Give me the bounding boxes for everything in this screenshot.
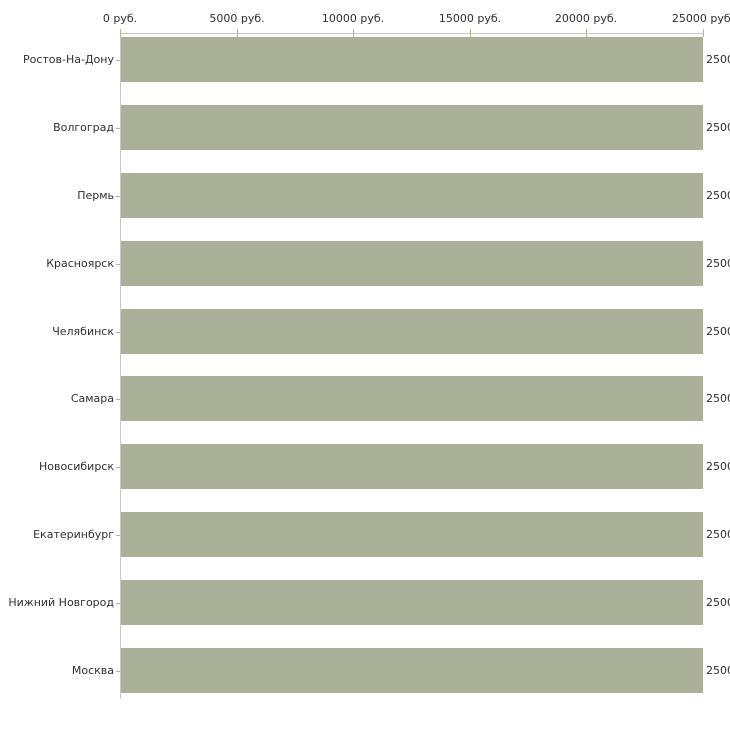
y-axis-tick	[116, 535, 120, 536]
bar	[121, 105, 703, 150]
category-label: Красноярск	[46, 257, 114, 270]
category-label: Москва	[71, 664, 114, 677]
category-label: Нижний Новгород	[8, 596, 114, 609]
bar	[121, 37, 703, 82]
bar-value-label: 25000 руб.	[706, 596, 730, 609]
bar	[121, 444, 703, 489]
x-tick-label: 15000 руб.	[438, 12, 502, 25]
bar	[121, 376, 703, 421]
y-axis-tick	[116, 332, 120, 333]
bar	[121, 241, 703, 286]
y-axis-tick	[116, 196, 120, 197]
y-axis-tick	[116, 399, 120, 400]
category-label: Челябинск	[52, 325, 114, 338]
x-axis-line	[120, 33, 704, 34]
bar-value-label: 25000 руб.	[706, 528, 730, 541]
x-axis-tick	[586, 29, 587, 37]
bar-value-label: 25000 руб.	[706, 460, 730, 473]
bar	[121, 648, 703, 693]
y-axis-tick	[116, 467, 120, 468]
x-tick-label: 20000 руб.	[554, 12, 618, 25]
x-tick-label: 5000 руб.	[209, 12, 265, 25]
y-axis-line	[120, 33, 121, 699]
category-label: Пермь	[77, 189, 114, 202]
y-axis-tick	[116, 264, 120, 265]
x-tick-label: 25000 руб.	[671, 12, 730, 25]
y-axis-tick	[116, 128, 120, 129]
category-label: Екатеринбург	[33, 528, 114, 541]
category-label: Самара	[70, 392, 114, 405]
x-axis-tick	[120, 29, 121, 37]
bar-value-label: 25000 руб.	[706, 121, 730, 134]
bar-value-label: 25000 руб.	[706, 664, 730, 677]
bar-value-label: 25000 руб.	[706, 53, 730, 66]
bar-value-label: 25000 руб.	[706, 189, 730, 202]
category-label: Новосибирск	[38, 460, 114, 473]
x-axis-tick	[703, 29, 704, 37]
bar	[121, 309, 703, 354]
category-label: Волгоград	[53, 121, 114, 134]
bar-value-label: 25000 руб.	[706, 392, 730, 405]
x-tick-label: 10000 руб.	[321, 12, 385, 25]
y-axis-tick	[116, 60, 120, 61]
bar-value-label: 25000 руб.	[706, 325, 730, 338]
x-axis-tick	[237, 29, 238, 37]
x-tick-label: 0 руб.	[102, 12, 138, 25]
bar	[121, 512, 703, 557]
y-axis-tick	[116, 671, 120, 672]
category-label: Ростов-На-Дону	[22, 53, 114, 66]
x-axis-tick	[470, 29, 471, 37]
y-axis-tick	[116, 603, 120, 604]
bar	[121, 580, 703, 625]
bar	[121, 173, 703, 218]
x-axis-tick	[353, 29, 354, 37]
bar-value-label: 25000 руб.	[706, 257, 730, 270]
